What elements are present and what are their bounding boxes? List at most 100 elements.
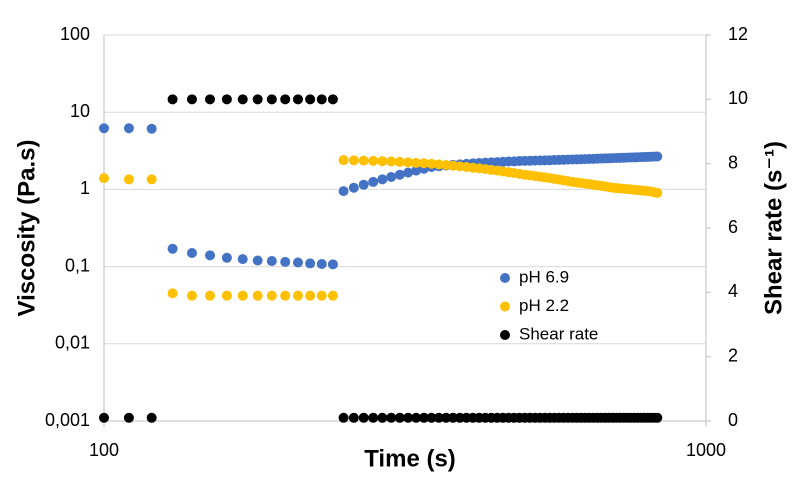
data-point: [327, 259, 338, 270]
y2-tick-label: 4: [728, 281, 738, 301]
data-point: [411, 165, 422, 176]
data-point: [252, 290, 263, 301]
legend-marker: [500, 301, 510, 312]
data-point: [316, 259, 327, 270]
data-point: [386, 412, 397, 423]
data-point: [368, 176, 379, 187]
data-point: [403, 167, 414, 178]
data-point: [358, 179, 369, 190]
data-point: [99, 123, 109, 134]
data-point: [426, 158, 437, 169]
data-point: [433, 412, 444, 423]
y2-tick-label: 8: [728, 152, 738, 172]
data-point: [99, 412, 109, 423]
data-point: [146, 174, 157, 185]
data-point: [316, 290, 327, 301]
data-point: [205, 290, 216, 301]
data-point: [205, 250, 216, 261]
data-point: [652, 412, 663, 423]
data-point: [123, 174, 134, 185]
y-tick-label: 0,01: [55, 333, 90, 353]
data-point: [221, 94, 232, 105]
data-point: [652, 187, 663, 198]
y-tick-label: 10: [70, 101, 90, 121]
x-tick-label: 100: [89, 440, 119, 460]
y2-axis-label: Shear rate (s⁻¹): [760, 141, 787, 315]
data-point: [237, 94, 248, 105]
data-point: [652, 151, 663, 162]
data-point: [327, 94, 338, 105]
y2-tick-label: 2: [728, 345, 738, 365]
data-point: [186, 248, 197, 259]
data-point: [280, 94, 291, 105]
data-point: [123, 123, 134, 134]
x-axis-label: Time (s): [364, 445, 456, 472]
data-point: [266, 290, 277, 301]
legend-marker: [500, 273, 510, 283]
data-point: [167, 288, 178, 299]
data-point: [146, 123, 157, 134]
data-point: [411, 412, 422, 423]
y2-tick-label: 0: [728, 410, 738, 430]
data-point: [368, 155, 379, 166]
data-point: [266, 94, 277, 105]
legend-label: pH 2.2: [519, 296, 569, 315]
y-tick-label: 0,1: [65, 255, 90, 275]
data-point: [292, 257, 303, 268]
legend-marker: [500, 330, 510, 340]
data-point: [338, 186, 349, 197]
data-point: [305, 290, 316, 301]
data-point: [205, 94, 216, 105]
data-point: [327, 290, 338, 301]
data-point: [221, 252, 232, 263]
y-tick-label: 100: [60, 24, 90, 44]
data-point: [338, 412, 349, 423]
data-point: [338, 155, 349, 166]
data-point: [386, 156, 397, 167]
data-point: [316, 94, 327, 105]
y-axis-label: Viscosity (Pa.s): [13, 140, 40, 317]
legend-label: pH 6.9: [519, 267, 569, 286]
data-point: [99, 173, 109, 184]
data-point: [411, 157, 422, 168]
data-point: [386, 171, 397, 182]
data-point: [377, 412, 388, 423]
data-point: [123, 412, 134, 423]
y2-tick-label: 12: [728, 24, 748, 44]
y2-tick-label: 10: [728, 88, 748, 108]
data-point: [394, 412, 405, 423]
data-point: [377, 174, 388, 185]
data-point: [418, 158, 429, 169]
data-point: [348, 155, 359, 166]
data-point: [377, 156, 388, 167]
data-point: [441, 412, 452, 423]
data-point: [280, 290, 291, 301]
y2-tick-label: 6: [728, 217, 738, 237]
data-point: [433, 159, 444, 170]
data-point: [348, 412, 359, 423]
data-point: [237, 290, 248, 301]
data-point: [418, 412, 429, 423]
data-point: [252, 94, 263, 105]
data-point: [403, 157, 414, 168]
data-point: [368, 412, 379, 423]
data-point: [426, 412, 437, 423]
data-point: [394, 156, 405, 167]
data-point: [292, 290, 303, 301]
x-tick-label: 1000: [686, 440, 726, 460]
data-point: [186, 94, 197, 105]
data-point: [358, 155, 369, 166]
data-point: [394, 169, 405, 180]
y-tick-label: 0,001: [45, 410, 90, 430]
data-point: [305, 258, 316, 269]
data-point: [292, 94, 303, 105]
legend-label: Shear rate: [519, 324, 598, 343]
data-point: [186, 290, 197, 301]
data-point: [167, 94, 178, 105]
data-point: [146, 412, 157, 423]
data-point: [348, 182, 359, 193]
y-tick-label: 1: [80, 178, 90, 198]
data-point: [237, 254, 248, 265]
data-point: [280, 256, 291, 267]
